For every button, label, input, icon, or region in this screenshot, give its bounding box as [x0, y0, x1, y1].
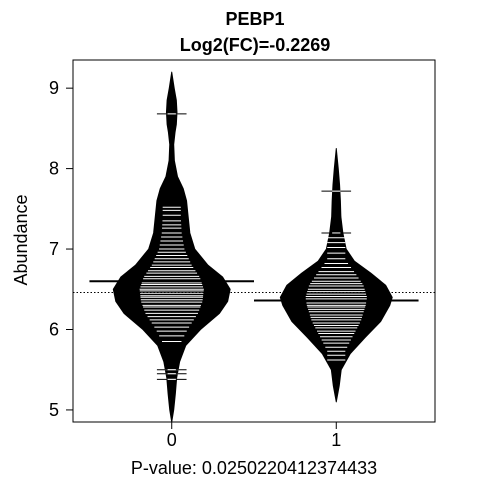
- y-tick-label-9: 9: [49, 78, 59, 98]
- beans-group: [112, 71, 393, 423]
- bean-0: [112, 71, 231, 423]
- mean-lines-group: [89, 280, 419, 302]
- x-tick-label-0: 0: [167, 430, 177, 450]
- x-axis-label: P-value: 0.0250220412374433: [131, 458, 377, 478]
- chart-subtitle: Log2(FC)=-0.2269: [180, 35, 331, 55]
- y-tick-label-6: 6: [49, 319, 59, 339]
- chart-title: PEBP1: [225, 9, 284, 29]
- y-axis-label: Abundance: [11, 194, 31, 285]
- y-tick-label-8: 8: [49, 159, 59, 179]
- y-tick-label-7: 7: [49, 239, 59, 259]
- plot-frame: [72, 59, 436, 423]
- x-tick-label-1: 1: [331, 430, 341, 450]
- y-tick-label-5: 5: [49, 400, 59, 420]
- y-axis: 5 6 7 8 9: [49, 78, 73, 420]
